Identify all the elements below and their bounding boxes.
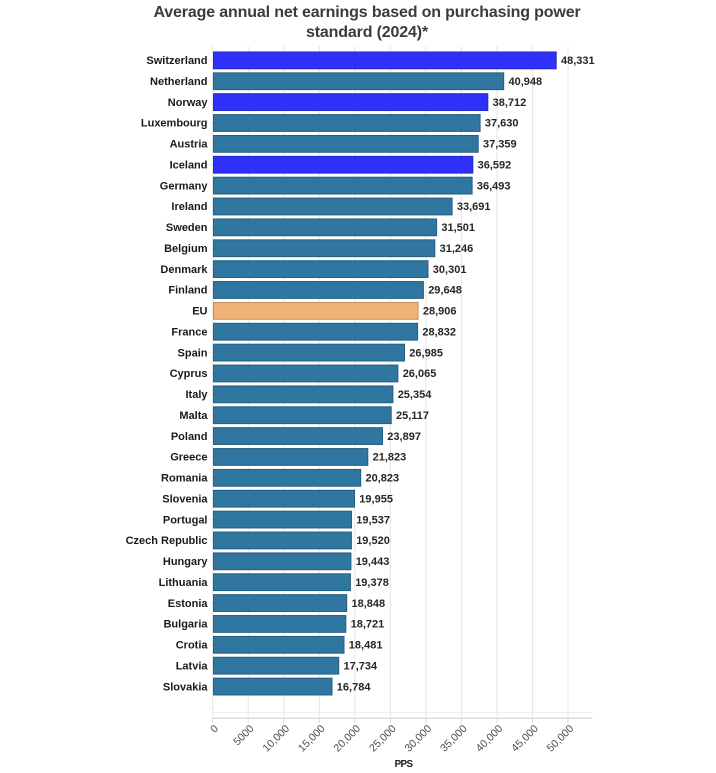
svg-text:19,520: 19,520 bbox=[356, 535, 390, 547]
svg-text:18,481: 18,481 bbox=[349, 640, 383, 652]
svg-text:38,712: 38,712 bbox=[493, 97, 527, 109]
svg-text:36,493: 36,493 bbox=[477, 180, 511, 192]
svg-text:Latvia: Latvia bbox=[176, 660, 209, 672]
svg-text:Slovenia: Slovenia bbox=[162, 493, 208, 505]
svg-text:18,721: 18,721 bbox=[351, 619, 385, 631]
svg-text:16,784: 16,784 bbox=[337, 681, 372, 693]
svg-text:37,630: 37,630 bbox=[485, 118, 519, 130]
svg-text:Italy: Italy bbox=[185, 389, 208, 401]
svg-text:Poland: Poland bbox=[171, 431, 208, 443]
svg-text:Estonia: Estonia bbox=[168, 598, 209, 610]
svg-text:18,848: 18,848 bbox=[352, 598, 386, 610]
svg-text:37,359: 37,359 bbox=[483, 139, 517, 151]
svg-text:25,117: 25,117 bbox=[396, 410, 429, 422]
svg-text:Sweden: Sweden bbox=[166, 222, 208, 234]
svg-text:Luxembourg: Luxembourg bbox=[141, 118, 208, 130]
svg-text:Greece: Greece bbox=[170, 452, 207, 464]
svg-text:Netherland: Netherland bbox=[150, 76, 207, 88]
svg-text:Bulgaria: Bulgaria bbox=[163, 619, 208, 631]
svg-text:Czech Republic: Czech Republic bbox=[126, 535, 208, 547]
svg-text:26,985: 26,985 bbox=[409, 347, 443, 359]
svg-text:standard (2024)*: standard (2024)* bbox=[306, 24, 429, 41]
svg-text:France: France bbox=[171, 326, 207, 338]
svg-text:Hungary: Hungary bbox=[163, 556, 209, 568]
svg-text:Cyprus: Cyprus bbox=[170, 368, 208, 380]
svg-text:28,906: 28,906 bbox=[423, 306, 457, 318]
svg-text:Switzerland: Switzerland bbox=[146, 55, 207, 67]
svg-text:20,823: 20,823 bbox=[366, 473, 400, 485]
svg-text:Finland: Finland bbox=[168, 285, 207, 297]
svg-text:Denmark: Denmark bbox=[160, 264, 208, 276]
svg-text:29,648: 29,648 bbox=[428, 285, 462, 297]
svg-text:19,443: 19,443 bbox=[356, 556, 390, 568]
svg-text:40,948: 40,948 bbox=[509, 76, 543, 88]
svg-text:Average annual net earnings ba: Average annual net earnings based on pur… bbox=[153, 4, 580, 21]
svg-text:Portugal: Portugal bbox=[163, 514, 208, 526]
svg-text:19,955: 19,955 bbox=[359, 493, 393, 505]
svg-text:Norway: Norway bbox=[168, 97, 209, 109]
svg-text:Austria: Austria bbox=[170, 139, 209, 151]
svg-text:36,592: 36,592 bbox=[478, 159, 512, 171]
svg-text:Slovakia: Slovakia bbox=[163, 681, 209, 693]
svg-text:31,246: 31,246 bbox=[440, 243, 474, 255]
svg-text:EU: EU bbox=[192, 306, 207, 318]
svg-text:Germany: Germany bbox=[160, 180, 209, 192]
svg-text:21,823: 21,823 bbox=[373, 452, 407, 464]
svg-text:33,691: 33,691 bbox=[457, 201, 491, 213]
svg-text:17,734: 17,734 bbox=[344, 660, 379, 672]
svg-text:PPS: PPS bbox=[395, 759, 414, 768]
svg-text:Belgium: Belgium bbox=[164, 243, 208, 255]
svg-text:31,501: 31,501 bbox=[441, 222, 475, 234]
svg-text:28,832: 28,832 bbox=[422, 326, 456, 338]
svg-text:Lithuania: Lithuania bbox=[159, 577, 209, 589]
svg-text:Iceland: Iceland bbox=[170, 159, 208, 171]
svg-text:23,897: 23,897 bbox=[387, 431, 421, 443]
svg-text:48,331: 48,331 bbox=[561, 55, 595, 67]
svg-text:Crotia: Crotia bbox=[176, 640, 209, 652]
svg-text:26,065: 26,065 bbox=[403, 368, 437, 380]
svg-text:Malta: Malta bbox=[179, 410, 208, 422]
svg-text:19,537: 19,537 bbox=[356, 514, 390, 526]
svg-text:Spain: Spain bbox=[178, 347, 208, 359]
svg-text:19,378: 19,378 bbox=[355, 577, 389, 589]
svg-text:25,354: 25,354 bbox=[398, 389, 433, 401]
svg-text:30,301: 30,301 bbox=[433, 264, 467, 276]
svg-text:Romania: Romania bbox=[161, 473, 208, 485]
svg-text:Ireland: Ireland bbox=[171, 201, 207, 213]
